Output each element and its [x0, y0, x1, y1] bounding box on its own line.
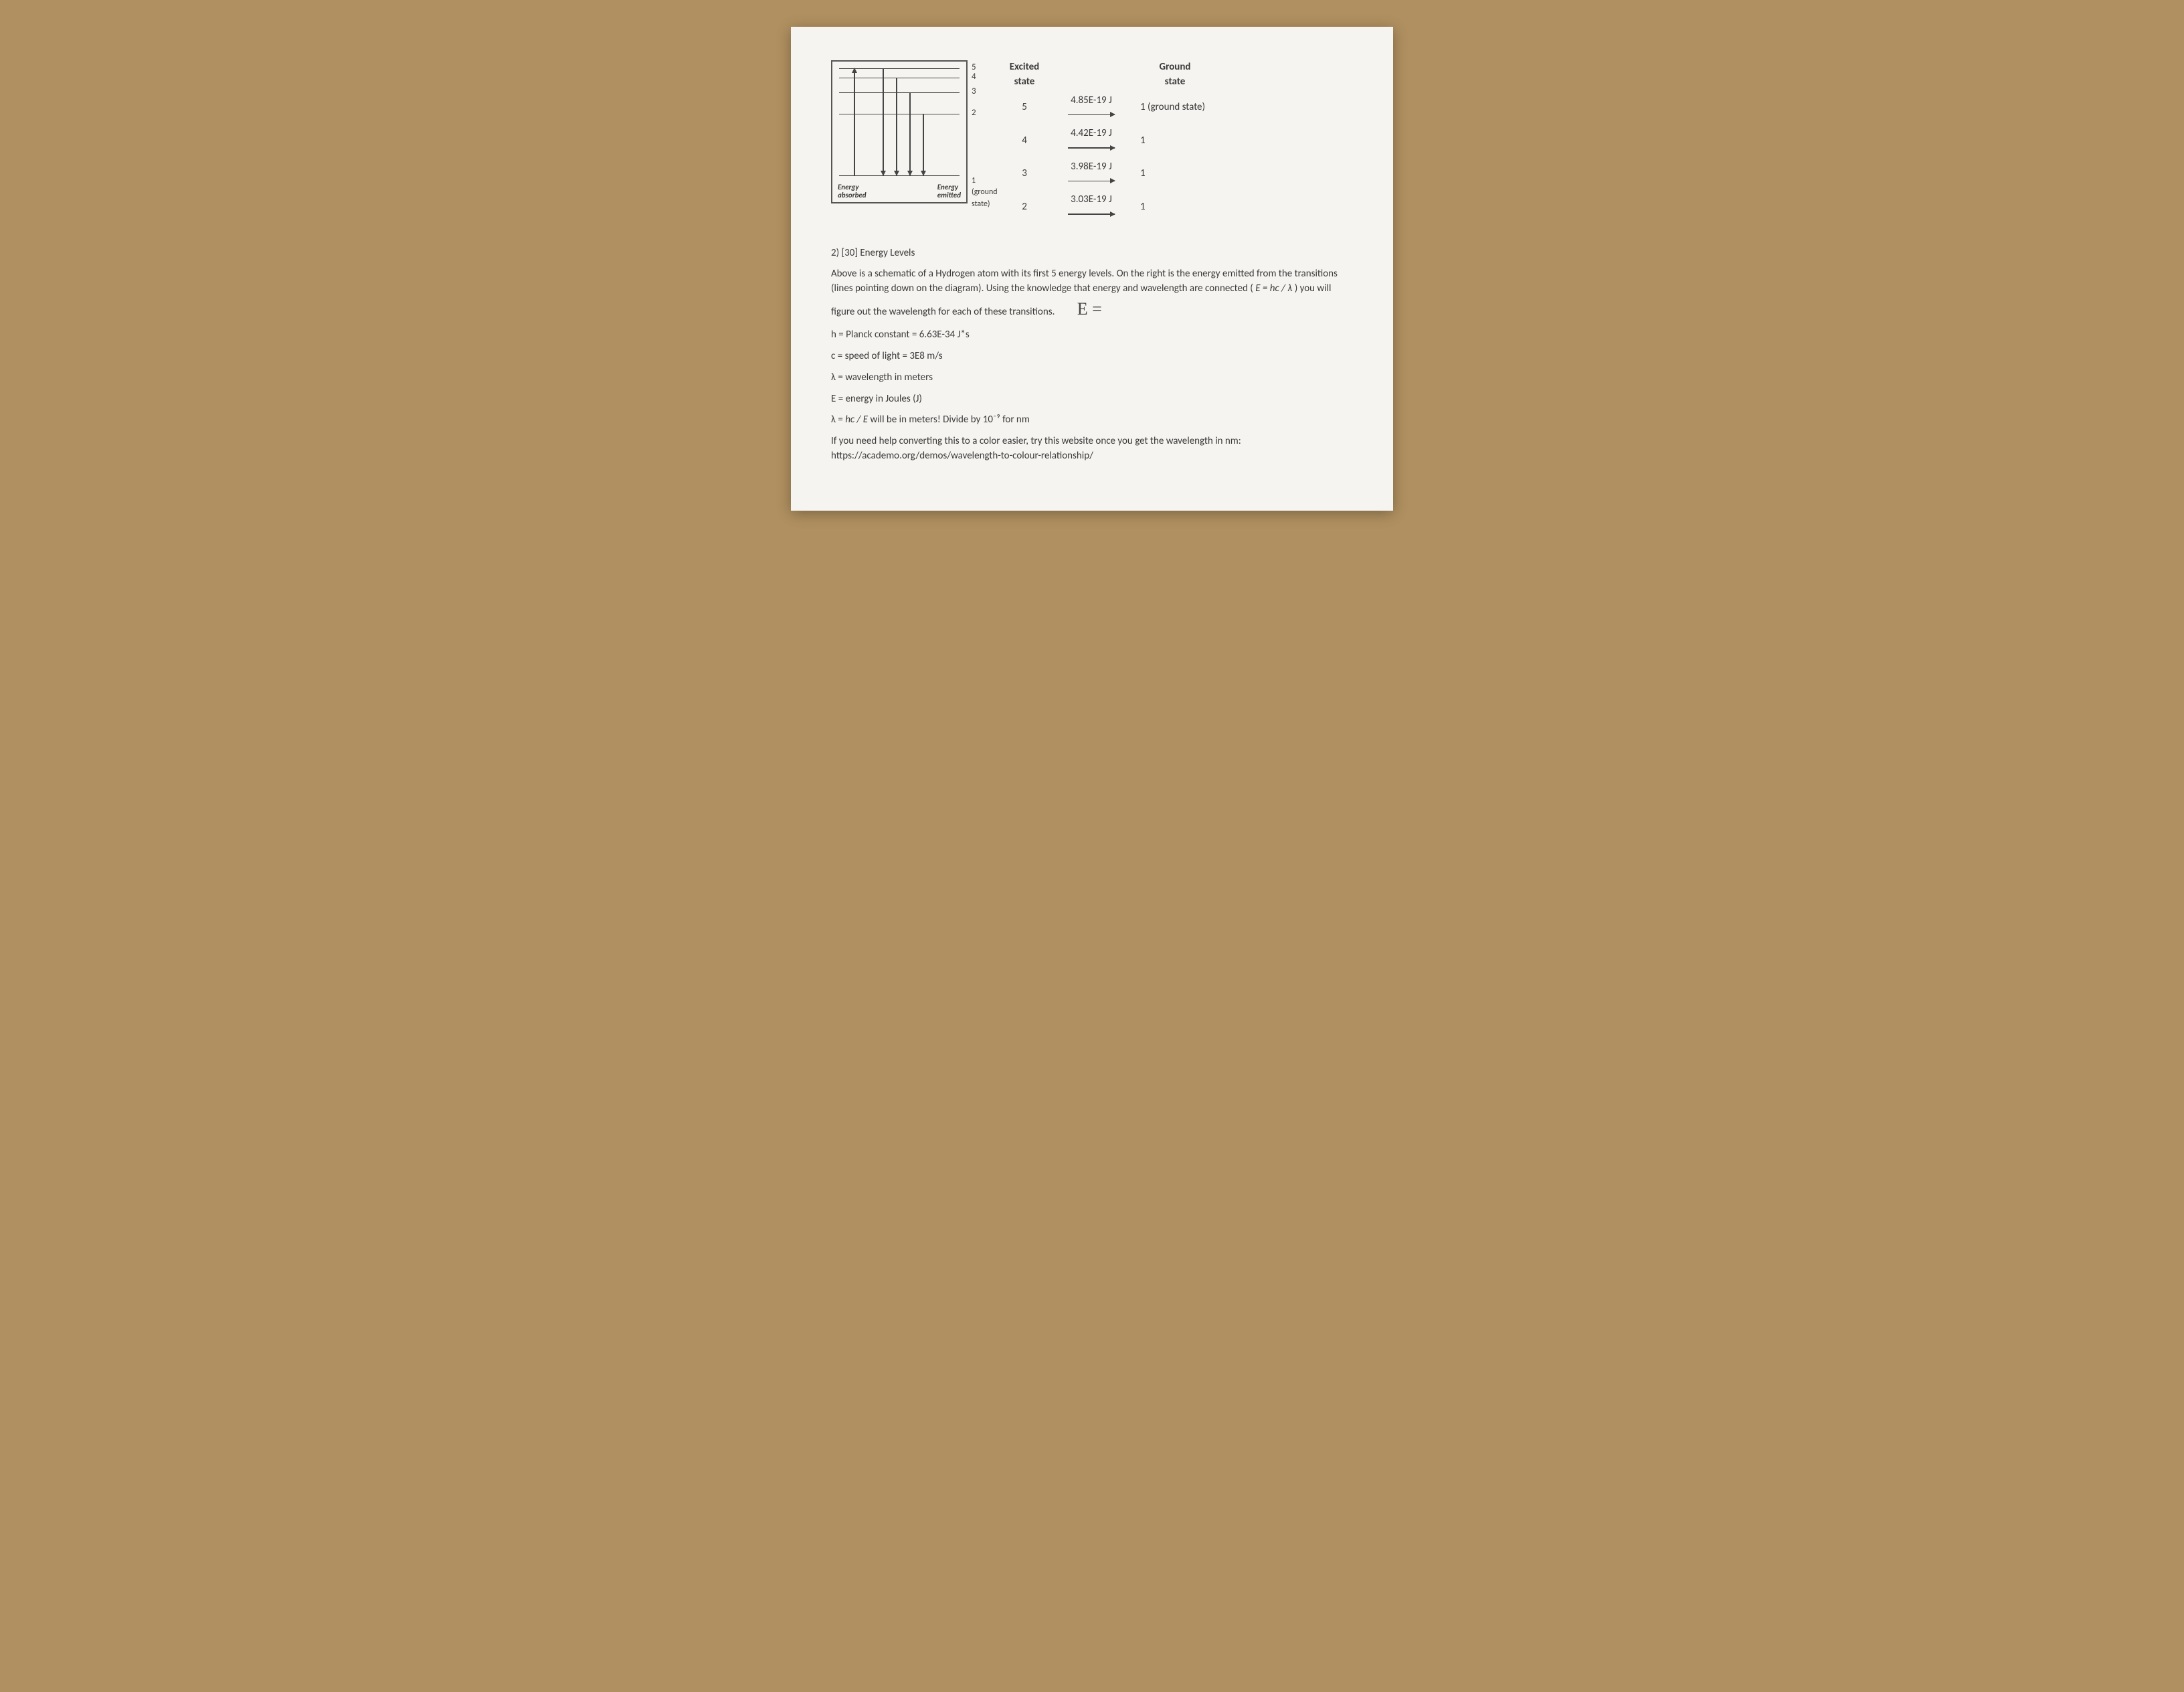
- cell-energy: 3.03E-19 J: [1055, 193, 1128, 222]
- constant-c: c = speed of light = 3E8 m/s: [831, 349, 1353, 364]
- cell-energy: 4.42E-19 J: [1055, 126, 1128, 156]
- table-row: 44.42E-19 J1: [994, 126, 1353, 156]
- cell-excited: 5: [994, 100, 1055, 115]
- cell-ground: 1: [1128, 200, 1234, 215]
- worksheet-page: Energy absorbed Energy emitted 1 (ground…: [791, 27, 1393, 511]
- emit-arrow: [923, 114, 924, 175]
- emit-arrow: [896, 78, 897, 175]
- table-row: 33.98E-19 J1: [994, 160, 1353, 189]
- transitions-table: Excitedstate Groundstate 54.85E-19 J1 (g…: [994, 60, 1353, 226]
- ground-state-label: 1 (ground state): [972, 175, 998, 210]
- arrow-right-icon: [1068, 181, 1115, 182]
- col-header-excited: Excitedstate: [994, 60, 1055, 90]
- cell-energy: 3.98E-19 J: [1055, 160, 1128, 189]
- handwritten-E-equals: E =: [1077, 299, 1102, 319]
- top-row: Energy absorbed Energy emitted 1 (ground…: [831, 60, 1353, 226]
- table-row: 54.85E-19 J1 (ground state): [994, 94, 1353, 123]
- constant-E: E = energy in Joules (J): [831, 392, 1353, 407]
- level-number: 3: [972, 86, 976, 98]
- arrow-right-icon: [1068, 147, 1115, 149]
- energy-level-diagram: Energy absorbed Energy emitted: [831, 60, 968, 203]
- cell-energy: 4.85E-19 J: [1055, 94, 1128, 123]
- emit-arrow: [883, 68, 884, 175]
- arrow-right-icon: [1068, 114, 1115, 116]
- emit-arrow: [909, 92, 911, 175]
- cell-ground: 1 (ground state): [1128, 100, 1234, 115]
- formula-E-hc-lambda: E = hc / λ: [1255, 282, 1292, 294]
- cell-excited: 2: [994, 200, 1055, 215]
- question-title: 2) [30] Energy Levels: [831, 246, 1353, 261]
- question-paragraph: Above is a schematic of a Hydrogen atom …: [831, 267, 1353, 321]
- arrow-right-icon: [1068, 214, 1115, 215]
- constant-lambda: λ = wavelength in meters: [831, 371, 1353, 386]
- help-text: If you need help converting this to a co…: [831, 434, 1353, 464]
- energy-level-line: [839, 68, 960, 69]
- level-number: 2: [972, 107, 976, 120]
- energy-level-line: [839, 175, 960, 176]
- energy-level-line: [839, 92, 960, 93]
- cell-excited: 4: [994, 134, 1055, 149]
- level-number: 4: [972, 71, 976, 84]
- label-energy-absorbed: Energy absorbed: [838, 183, 867, 199]
- label-energy-emitted: Energy emitted: [937, 183, 961, 199]
- lambda-line: λ = hc / E will be in meters! Divide by …: [831, 413, 1353, 428]
- cell-ground: 1: [1128, 134, 1234, 149]
- col-header-ground: Groundstate: [1128, 60, 1222, 90]
- energy-diagram-wrapper: Energy absorbed Energy emitted 1 (ground…: [831, 60, 968, 226]
- cell-ground: 1: [1128, 167, 1234, 181]
- constant-h: h = Planck constant = 6.63E-34 J*s: [831, 328, 1353, 343]
- absorb-arrow: [854, 68, 855, 175]
- table-row: 23.03E-19 J1: [994, 193, 1353, 222]
- cell-excited: 3: [994, 167, 1055, 181]
